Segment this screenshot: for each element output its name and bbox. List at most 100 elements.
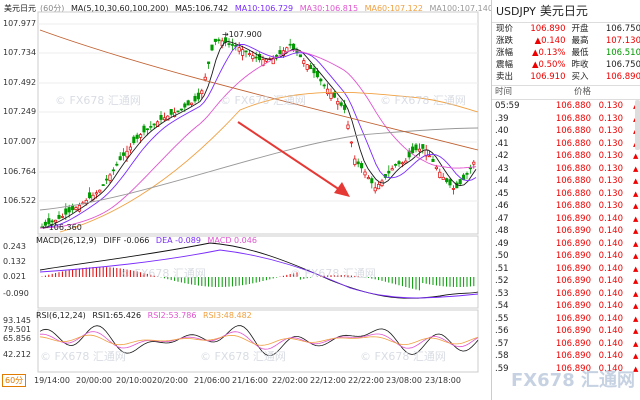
candle-body (254, 56, 258, 59)
trade-row[interactable]: .48 106.890 0.140 ▲ (492, 225, 640, 238)
trade-row[interactable]: .49 106.890 0.140 ▲ (492, 238, 640, 251)
trade-row[interactable]: .59 106.890 0.140 ▲ (492, 363, 640, 376)
trade-time: .56 (495, 326, 509, 336)
candle-body (57, 214, 61, 219)
quote-value: ▲0.13% (531, 48, 566, 58)
candle-body (319, 78, 323, 82)
trade-change: 0.140 (598, 351, 623, 361)
candle-body (298, 54, 302, 58)
quote-label: 买入 (571, 72, 589, 82)
candle-body (428, 155, 432, 158)
quote-label: 涨幅 (496, 48, 514, 58)
trade-row[interactable]: .45 106.880 0.130 ▲ (492, 188, 640, 201)
trade-col-change (591, 86, 640, 99)
macd-label: MACD(26,12,9) DIFF -0.066 DEA -0.089 MAC… (36, 236, 261, 245)
trade-row[interactable]: .56 106.890 0.140 ▲ (492, 325, 640, 338)
trade-row[interactable]: .57 106.890 0.140 ▲ (492, 338, 640, 351)
trade-price: 106.880 (555, 176, 591, 186)
chart-area[interactable]: 美元日元 (60分) MA(5,10,30,60,100,200) MA5:106… (0, 0, 493, 400)
trade-row[interactable]: .46 106.880 0.130 ▲ (492, 200, 640, 213)
trade-scrollbar[interactable] (635, 100, 640, 150)
trade-change: 0.140 (598, 226, 623, 236)
trade-row[interactable]: .55 106.890 0.140 ▲ (492, 313, 640, 326)
trade-row[interactable]: .50 106.890 0.140 ▲ (492, 250, 640, 263)
quote-label: 最高 (571, 36, 589, 46)
trade-change: 0.130 (598, 138, 623, 149)
trade-change: 0.140 (598, 251, 623, 261)
period-selector-button[interactable]: 60分 (2, 374, 27, 387)
trade-change: 0.130 (598, 151, 623, 161)
watermark: © FX678 汇通网 (380, 94, 466, 107)
candle-body (394, 164, 398, 166)
candle-body (441, 176, 445, 180)
price-chart[interactable]: →107.900 ←106.360 (0, 0, 490, 400)
candle-body (54, 219, 58, 223)
rsi1-value: RSI1:65.426 (92, 311, 142, 320)
candle-body (183, 103, 187, 108)
trade-price: 106.880 (555, 113, 591, 124)
trade-row[interactable]: .58 106.890 0.140 ▲ (492, 350, 640, 363)
candle-body (50, 220, 54, 223)
trade-table-header: 时间 价格 (492, 85, 640, 100)
trade-col-price: 价格 (573, 87, 591, 97)
rsi-panel-frame (37, 309, 479, 373)
up-arrow-icon: ▲ (633, 327, 639, 335)
candle-body (200, 90, 204, 95)
candle-body (98, 189, 102, 193)
rsi3-value: RSI3:48.482 (202, 311, 252, 320)
trade-row[interactable]: .54 106.890 0.140 ▲ (492, 300, 640, 313)
trade-change: 0.130 (598, 163, 623, 174)
ma10-value: MA10:106.729 (234, 4, 294, 13)
trade-row[interactable]: .53 106.890 0.140 ▲ (492, 288, 640, 301)
candle-body (356, 161, 360, 165)
candle-body (251, 55, 255, 60)
trade-row[interactable]: .47 106.890 0.140 ▲ (492, 213, 640, 226)
candle-body (339, 102, 343, 106)
time-tick-label: 23/08:00 (386, 376, 422, 385)
trade-list[interactable]: 05:59 106.880 0.130 ▲ .39 106.880 0.130 ▲ .40 106… (492, 100, 640, 375)
trade-time: 05:59 (495, 101, 520, 111)
rsi-tick-label: 93.145 (3, 316, 31, 325)
trade-row[interactable]: .51 106.890 0.140 ▲ (492, 263, 640, 276)
up-arrow-icon: ▲ (633, 264, 639, 273)
up-arrow-icon: ▲ (633, 339, 639, 348)
ma60-value: MA60:107.122 (364, 4, 423, 13)
up-arrow-icon: ▲ (633, 302, 639, 310)
candle-body (145, 128, 149, 131)
quote-summary: 现价 106.890 开盘 106.750 涨跌 ▲0.140 最高 107.130 涨幅 ▲0.… (492, 23, 640, 83)
candle-body (176, 110, 180, 113)
candle-body (179, 108, 183, 111)
candle-body (166, 115, 170, 121)
macd-dea-line (39, 249, 479, 299)
trade-row[interactable]: .43 106.880 0.130 ▲ (492, 163, 640, 176)
trade-change: 0.130 (598, 201, 623, 211)
trade-row[interactable]: .42 106.880 0.130 ▲ (492, 150, 640, 163)
candle-body (285, 47, 289, 53)
up-arrow-icon: ▲ (633, 227, 639, 235)
quote-label: 昨收 (571, 60, 589, 70)
macd-diff-line (39, 242, 479, 299)
candle-body (370, 178, 374, 184)
trade-price: 106.890 (555, 263, 591, 274)
trade-change: 0.130 (598, 188, 623, 199)
macd-tick-label: 0.132 (3, 257, 26, 266)
time-tick-label: 23/18:00 (425, 376, 461, 385)
candle-body (190, 102, 194, 105)
trade-time: .59 (495, 363, 509, 374)
trade-row[interactable]: .44 106.880 0.130 ▲ (492, 175, 640, 188)
candle-body (115, 163, 119, 166)
trade-row[interactable]: .52 106.890 0.140 ▲ (492, 275, 640, 288)
candle-body (417, 148, 421, 152)
trade-time: .39 (495, 113, 509, 124)
trade-time: .50 (495, 251, 509, 261)
up-arrow-icon: ▲ (633, 202, 639, 210)
up-arrow-icon: ▲ (633, 239, 639, 248)
watermark: © FX678 汇通网 (220, 94, 306, 107)
time-tick-label: 20/20:00 (152, 376, 188, 385)
trade-time: .47 (495, 213, 509, 224)
price-tick-label: 107.249 (3, 107, 37, 116)
